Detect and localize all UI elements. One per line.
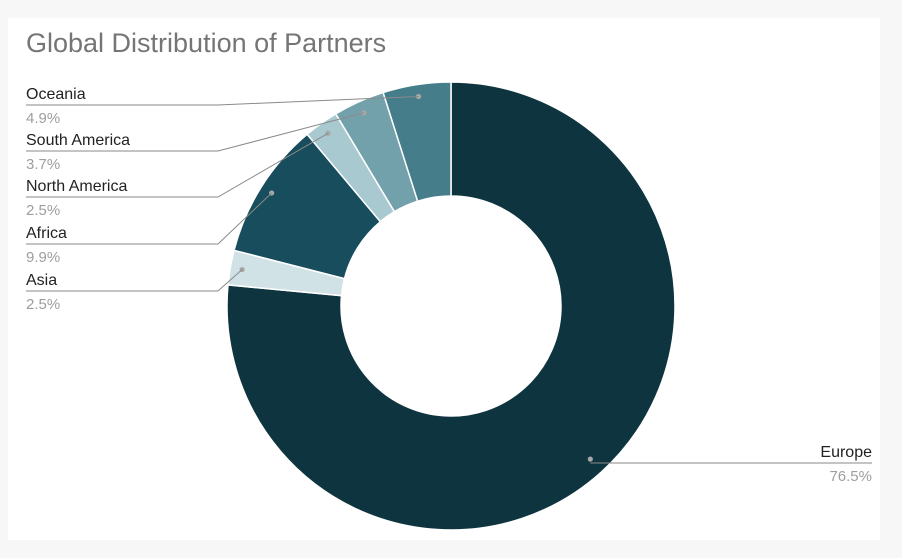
slice-value-asia: 2.5% [26, 296, 60, 313]
slice-value-africa: 9.9% [26, 249, 60, 266]
slice-label-europe: Europe [820, 444, 872, 461]
slice-value-south-america: 3.7% [26, 156, 60, 173]
slice-value-europe: 76.5% [829, 468, 872, 485]
slice-label-africa: Africa [26, 225, 67, 242]
slice-label-north-america: North America [26, 178, 127, 195]
slice-oceania [382, 81, 452, 203]
chart-title: Global Distribution of Partners [26, 28, 387, 58]
leader-dot-europe [587, 456, 593, 462]
slice-label-asia: Asia [26, 272, 57, 289]
leader-line-africa [26, 192, 272, 245]
leader-line-north-america [26, 132, 329, 198]
slice-value-oceania: 4.9% [26, 110, 60, 127]
slice-value-north-america: 2.5% [26, 202, 60, 219]
leader-line-oceania [26, 96, 419, 106]
slice-label-south-america: South America [26, 132, 130, 149]
slice-europe [226, 81, 676, 531]
slice-label-oceania: Oceania [26, 86, 86, 103]
leader-line-south-america [26, 112, 364, 152]
leader-line-asia [26, 269, 243, 292]
leader-dot-north-america [325, 130, 331, 136]
